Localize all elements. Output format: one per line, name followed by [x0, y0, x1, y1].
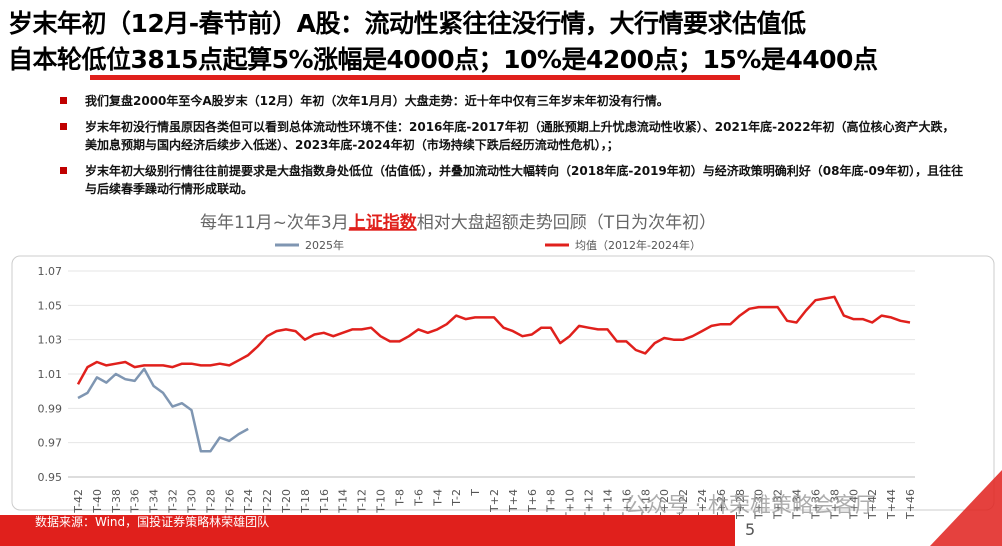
- x-tick-label: T-30: [185, 489, 198, 514]
- x-tick-label: T+34: [791, 489, 804, 520]
- x-tick-label: T-24: [242, 489, 255, 514]
- x-tick-label: T+30: [753, 489, 766, 520]
- source: 数据来源：Wind，国投证券策略林荣雄团队: [35, 514, 269, 529]
- x-tick-label: T-6: [412, 489, 425, 507]
- x-tick-label: T-20: [280, 489, 293, 514]
- title-highlight: 上证指数: [349, 212, 418, 233]
- x-tick-label: T-4: [431, 489, 444, 507]
- legend-label: 均值（2012年-2024年）: [575, 238, 701, 252]
- x-tick-label: T+4: [507, 489, 520, 513]
- x-tick-label: T+6: [526, 489, 539, 513]
- series-line: [76, 295, 911, 385]
- x-tick-label: T+8: [545, 489, 558, 513]
- title-line: 自本轮低位3815点起算5%涨幅是4000点；10%是4200点；15%是440…: [8, 45, 878, 74]
- x-tick-label: T-16: [318, 489, 331, 514]
- y-tick-label: 0.95: [38, 471, 63, 484]
- x-tick-label: T+2: [488, 489, 501, 513]
- title-underline: [90, 75, 740, 80]
- watermark: 公众号 · 林荣雄策略会客厅: [625, 493, 876, 517]
- x-tick-label: T+36: [809, 489, 822, 520]
- x-tick-label: T: [469, 489, 482, 497]
- x-tick-label: T+16: [620, 489, 633, 520]
- bullet: 岁末年初没行情虽原因各类但可以看到总体流动性环境不佳：2016年底-2017年初…: [60, 118, 965, 154]
- title-part: 每年11月~次年3月: [200, 213, 349, 233]
- x-tick-label: T-32: [167, 489, 180, 514]
- x-tick-label: T-42: [72, 489, 85, 514]
- x-tick-label: T-22: [261, 489, 274, 514]
- x-tick-label: T+40: [847, 489, 860, 520]
- x-tick-label: T-8: [393, 489, 406, 507]
- bullet: 岁末年初大级别行情往往前提要求是大盘指数身处低位（估值低），并叠加流动性大幅转向…: [60, 164, 964, 196]
- x-tick-label: T+14: [601, 489, 614, 520]
- x-tick-label: T+32: [772, 489, 785, 520]
- x-tick-label: T-10: [375, 489, 388, 514]
- x-tick-label: T-12: [356, 489, 369, 514]
- x-tick-label: T+24: [696, 489, 709, 520]
- chart-frame: [11, 255, 995, 511]
- x-tick-label: T-2: [450, 489, 463, 507]
- x-tick-label: T-18: [299, 489, 312, 514]
- x-tick-label: T-28: [204, 489, 217, 514]
- y-tick-label: 0.99: [38, 402, 63, 415]
- x-tick-label: T+46: [904, 489, 917, 520]
- x-tick-label: T-26: [223, 489, 236, 514]
- x-tick-label: T+28: [734, 489, 747, 520]
- chart-title: 每年11月~次年3月上证指数相对大盘超额走势回顾（T日为次年初）: [200, 212, 716, 233]
- x-tick-label: T+20: [658, 489, 671, 520]
- title-line: 岁末年初（12月-春节前）A股：流动性紧往往没行情，大行情要求估值低: [8, 9, 806, 38]
- x-tick-label: T+10: [564, 489, 577, 520]
- x-tick-label: T-40: [91, 489, 104, 514]
- x-tick-label: T-38: [110, 489, 123, 514]
- x-tick-label: T+42: [866, 489, 879, 520]
- y-tick-label: 1.07: [38, 265, 63, 278]
- bullet: 我们复盘2000年至今A股岁末（12月）年初（次年1月月）大盘走势：近十年中仅有…: [60, 92, 965, 110]
- y-tick-label: 0.97: [38, 437, 63, 450]
- x-tick-label: T+44: [885, 489, 898, 520]
- x-tick-label: T-14: [337, 489, 350, 514]
- x-tick-label: T+18: [639, 489, 652, 520]
- x-tick-label: T+26: [715, 489, 728, 520]
- y-tick-label: 1.05: [38, 299, 63, 312]
- page-number: 5: [745, 520, 755, 539]
- x-tick-label: T+38: [828, 489, 841, 520]
- footer-bar: [0, 515, 735, 546]
- x-tick-label: T+12: [583, 489, 596, 520]
- corner-shape: [930, 470, 1002, 546]
- legend-label: 2025年: [305, 238, 344, 252]
- title-part: 相对大盘超额走势回顾（T日为次年初）: [417, 213, 716, 233]
- x-tick-label: T-36: [129, 489, 142, 514]
- series-line: [77, 367, 249, 453]
- x-tick-label: T+22: [677, 489, 690, 520]
- x-tick-label: T-34: [148, 489, 161, 514]
- y-tick-label: 1.01: [38, 368, 63, 381]
- y-tick-label: 1.03: [38, 334, 63, 347]
